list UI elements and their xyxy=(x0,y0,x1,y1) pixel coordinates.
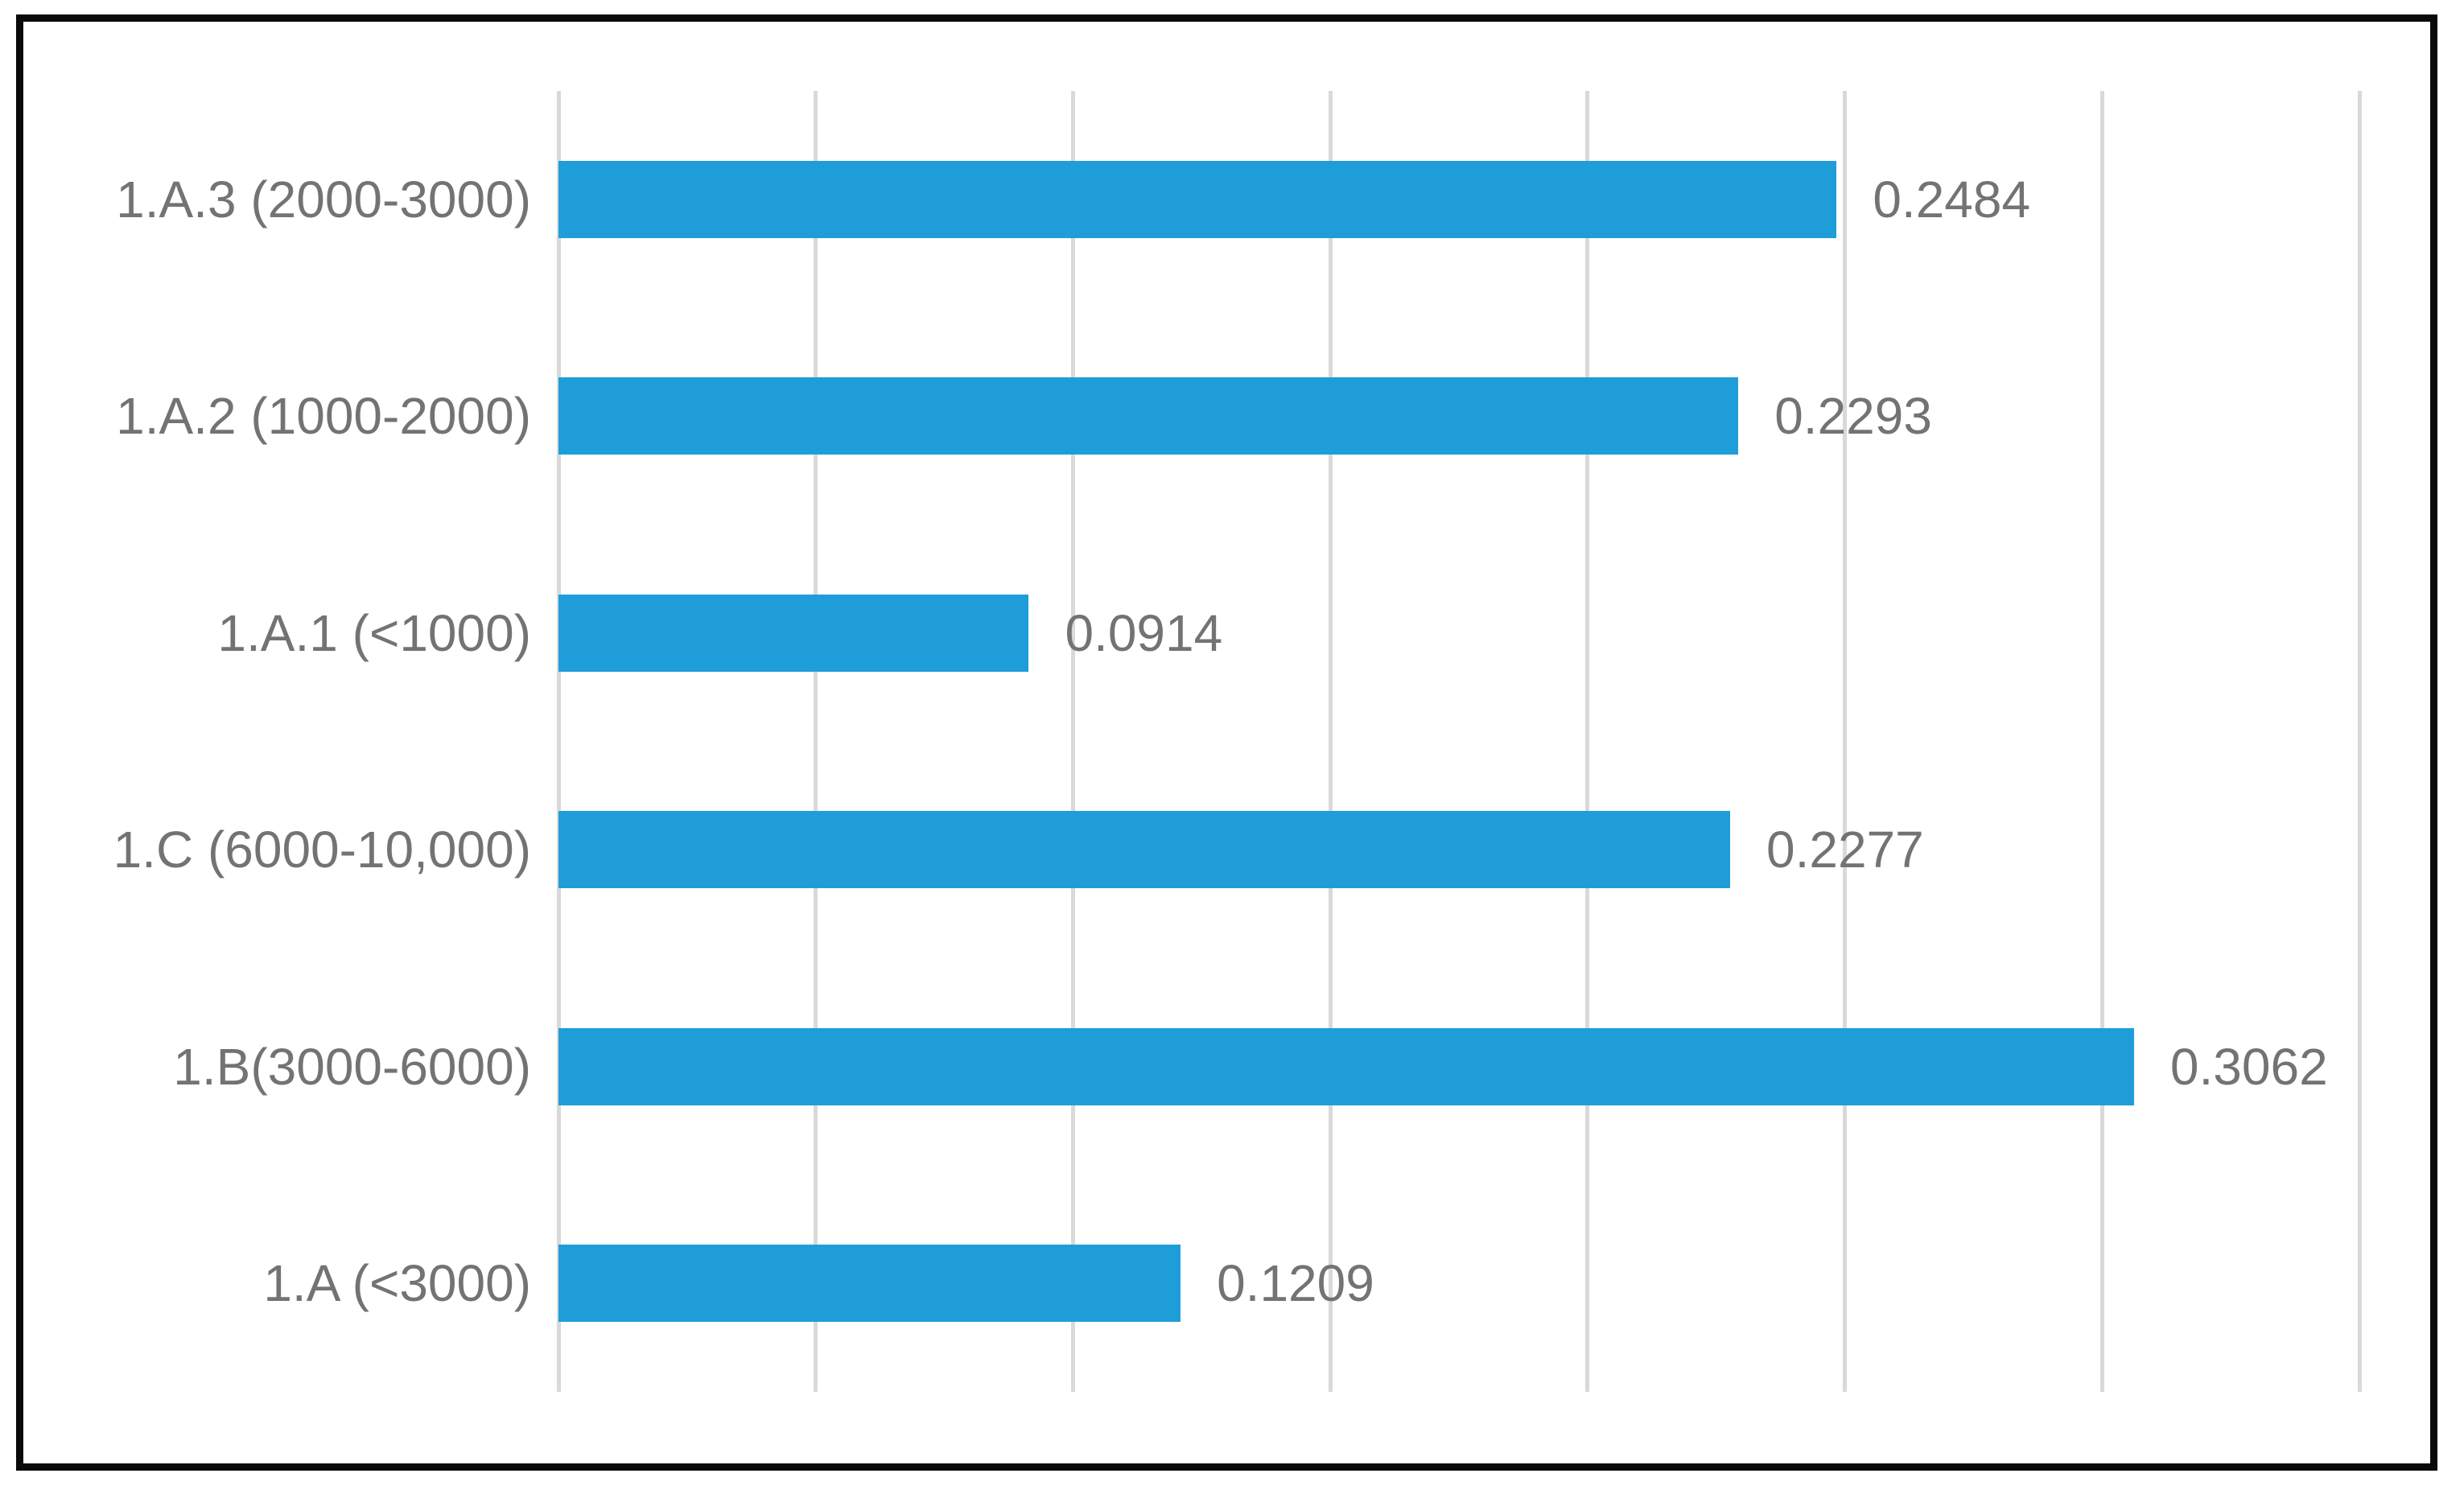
gridline xyxy=(814,91,818,1392)
bar xyxy=(558,160,1837,238)
gridline xyxy=(2357,91,2362,1392)
gridline xyxy=(1585,91,1590,1392)
bar xyxy=(558,594,1029,672)
gridline xyxy=(1328,91,1333,1392)
plot-area: 0.2484 0.2293 0.0914 0.2277 0.3062 0.1209 xyxy=(556,91,2362,1392)
chart-border xyxy=(16,14,2437,1471)
gridline xyxy=(1843,91,1848,1392)
category-label: 1.B(3000-6000) xyxy=(173,1037,531,1096)
bar xyxy=(558,811,1730,889)
gridline xyxy=(2099,91,2104,1392)
bar xyxy=(558,1245,1181,1323)
bar-value-label: 0.2293 xyxy=(1774,387,1932,446)
bar xyxy=(558,377,1739,455)
category-label: 1.C (6000-10,000) xyxy=(113,821,531,879)
bar-value-label: 0.1209 xyxy=(1217,1254,1374,1313)
gridline xyxy=(556,91,561,1392)
bar-value-label: 0.2484 xyxy=(1873,170,2031,228)
category-label: 1.A (<3000) xyxy=(263,1254,531,1313)
category-label: 1.A.1 (<1000) xyxy=(217,603,531,662)
bar-value-label: 0.3062 xyxy=(2169,1037,2328,1096)
gridline xyxy=(1070,91,1075,1392)
bar xyxy=(558,1027,2134,1105)
bar-value-label: 0.2277 xyxy=(1766,821,1924,879)
bar-value-label: 0.0914 xyxy=(1065,603,1223,662)
category-label: 1.A.2 (1000-2000) xyxy=(116,387,531,446)
category-label: 1.A.3 (2000-3000) xyxy=(116,170,531,228)
